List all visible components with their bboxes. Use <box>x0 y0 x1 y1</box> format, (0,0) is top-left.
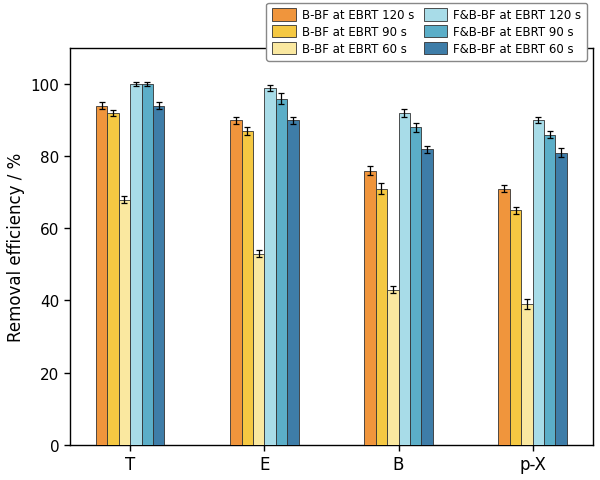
Bar <box>410 128 421 444</box>
Bar <box>287 121 299 444</box>
Y-axis label: Removal efficiency / %: Removal efficiency / % <box>7 153 25 341</box>
Bar <box>130 85 142 444</box>
Bar <box>253 254 265 444</box>
Bar <box>242 132 253 444</box>
Bar <box>521 304 533 444</box>
Bar <box>276 99 287 444</box>
Bar <box>153 107 164 444</box>
Bar <box>107 114 119 444</box>
Bar <box>376 189 387 444</box>
Bar <box>398 114 410 444</box>
Bar <box>119 200 130 444</box>
Bar <box>499 189 510 444</box>
Bar <box>230 121 242 444</box>
Bar <box>387 290 398 444</box>
Bar <box>544 135 556 444</box>
Bar <box>510 211 521 444</box>
Bar <box>364 171 376 444</box>
Bar <box>556 154 567 444</box>
Bar <box>421 150 433 444</box>
Bar <box>265 89 276 444</box>
Bar <box>96 107 107 444</box>
Legend: B-BF at EBRT 120 s, B-BF at EBRT 90 s, B-BF at EBRT 60 s, F&B-BF at EBRT 120 s, : B-BF at EBRT 120 s, B-BF at EBRT 90 s, B… <box>266 3 587 61</box>
Bar <box>533 121 544 444</box>
Bar <box>142 85 153 444</box>
